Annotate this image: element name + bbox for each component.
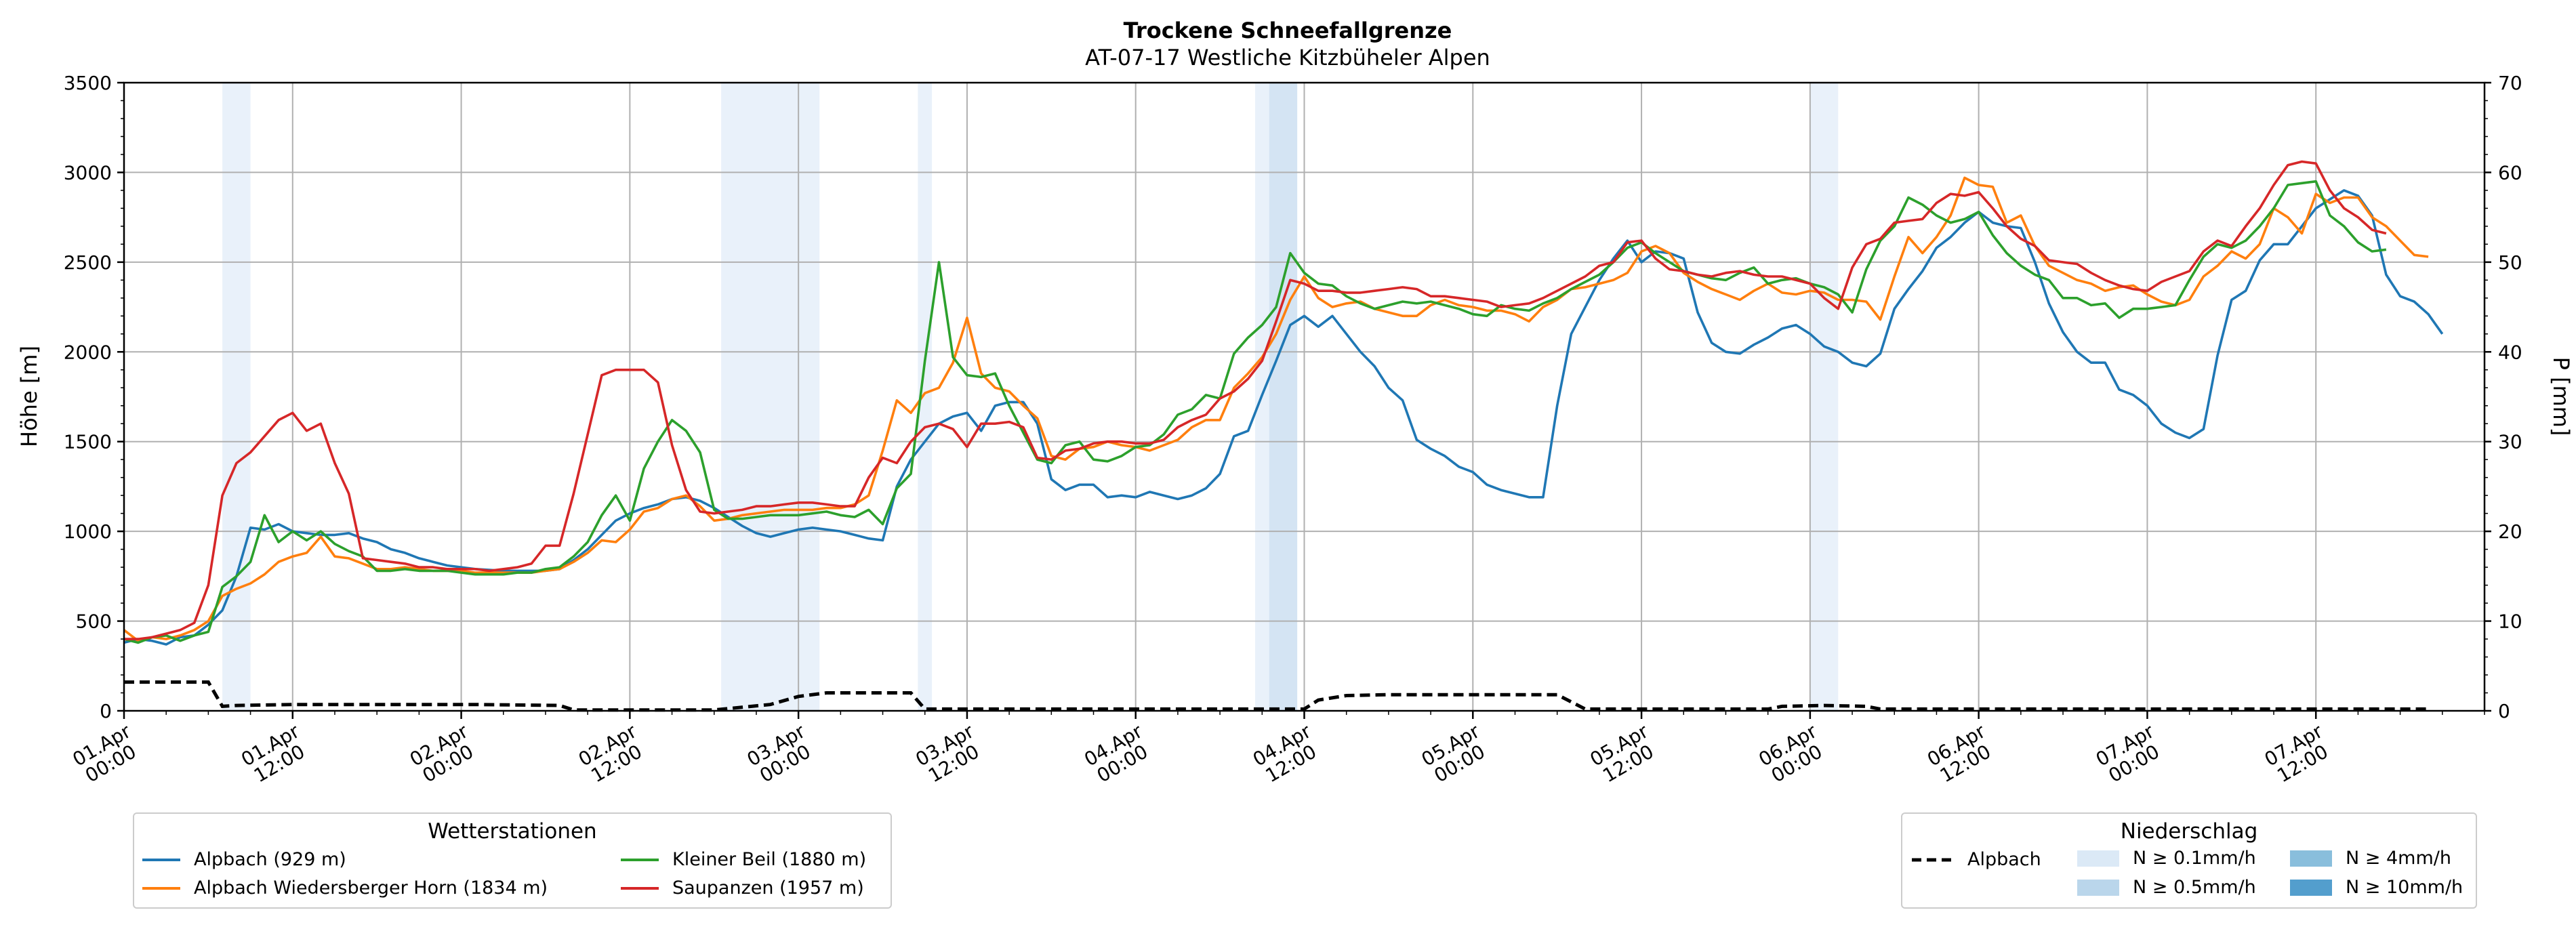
legend-label-precip-line: Alpbach [1967,849,2041,870]
x-tick-label: 04.Apr12:00 [1249,720,1325,788]
legend-label-wiedersberger-horn: Alpbach Wiedersberger Horn (1834 m) [194,878,548,899]
grid-lines [123,82,2485,711]
y2-tick-label: 50 [2498,251,2522,274]
precip-band [222,83,251,711]
x-tick-label: 01.Apr12:00 [237,720,313,788]
y2-tick-label: 60 [2498,161,2522,184]
x-tick-label: 07.Apr00:00 [2092,720,2168,788]
x-tick-label: 06.Apr12:00 [1923,720,1999,788]
legend-precip-title: Niederschlag [2120,819,2258,844]
precip-band [721,83,820,711]
x-tick-label: 02.Apr12:00 [575,720,651,788]
x-tick-label: 07.Apr12:00 [2261,720,2337,788]
chart-title: Trockene Schneefallgrenze [1124,18,1452,43]
legend-swatch-level-4 [2290,850,2332,867]
legend-swatch-level-05 [2077,879,2119,896]
x-tick-label: 04.Apr00:00 [1080,720,1156,788]
legend-item-precip-line: Alpbach [1910,849,2041,870]
legend-item-alpbach: Alpbach (929 m) [142,849,346,870]
y2-axis-label: P [mm] [2548,357,2574,436]
legend-swatch-saupanzen [621,886,659,890]
y-tick-label: 1000 [64,520,112,543]
series-line [124,160,2387,640]
legend-label-level-10: N ≥ 10mm/h [2346,877,2463,898]
y2-tick-label: 0 [2498,700,2510,722]
precip-line-group [124,680,2429,712]
legend-item-saupanzen: Saupanzen (1957 m) [621,878,864,899]
y-tick-label: 2000 [64,341,112,363]
legend-swatch-level-01 [2077,850,2119,867]
x-tick-label: 03.Apr12:00 [912,720,987,788]
legend-stations-title: Wetterstationen [428,819,597,844]
legend-item-level-4: N ≥ 4mm/h [2290,848,2451,869]
series-line [123,189,2444,646]
y-tick-label: 0 [100,700,112,722]
y2-tick-label: 10 [2498,611,2522,633]
legend-label-alpbach: Alpbach (929 m) [194,849,346,870]
x-tick-label: 05.Apr12:00 [1587,720,1662,788]
precip-bands [222,83,1839,711]
legend-label-level-01: N ≥ 0.1mm/h [2133,848,2256,869]
y2-tick-label: 20 [2498,520,2522,543]
legend-swatch-precip-line [1912,858,1954,861]
y2-tick-label: 70 [2498,72,2522,94]
legend-item-level-10: N ≥ 10mm/h [2290,877,2463,898]
station-lines [123,160,2444,646]
y-tick-label: 500 [76,611,112,633]
y2-tick-label: 30 [2498,431,2522,453]
precip-band [918,83,933,711]
chart-subtitle: AT-07-17 Westliche Kitzbüheler Alpen [1085,45,1490,70]
x-tick-label: 02.Apr00:00 [406,720,482,788]
legend-label-level-4: N ≥ 4mm/h [2346,848,2451,869]
legend-stations: Wetterstationen Alpbach (929 m) Kleiner … [133,812,892,909]
legend-label-saupanzen: Saupanzen (1957 m) [672,878,864,899]
legend-swatch-alpbach [142,858,180,861]
precip-line [124,680,2429,712]
legend-item-level-01: N ≥ 0.1mm/h [2077,848,2256,869]
legend-swatch-kleiner-beil [621,858,659,861]
y-tick-label: 3000 [64,161,112,184]
legend-precip: Niederschlag Alpbach N ≥ 0.1mm/h N ≥ 4mm… [1901,812,2477,909]
series-line [123,180,2387,644]
x-tick-label: 05.Apr00:00 [1418,720,1494,788]
legend-label-level-05: N ≥ 0.5mm/h [2133,877,2256,898]
y-axis-label: Höhe [m] [16,346,42,447]
precip-band [1810,83,1839,711]
legend-item-level-05: N ≥ 0.5mm/h [2077,877,2256,898]
y-tick-label: 3500 [64,72,112,94]
legend-item-wiedersberger-horn: Alpbach Wiedersberger Horn (1834 m) [142,878,548,899]
y-tick-label: 2500 [64,251,112,274]
legend-label-kleiner-beil: Kleiner Beil (1880 m) [672,849,867,870]
y-tick-label: 1500 [64,431,112,453]
x-tick-label: 03.Apr00:00 [743,720,819,788]
y2-tick-label: 40 [2498,341,2522,363]
legend-swatch-wiedersberger-horn [142,886,180,890]
x-tick-label: 01.Apr00:00 [68,720,144,788]
precip-band [1269,83,1298,711]
legend-item-kleiner-beil: Kleiner Beil (1880 m) [621,849,866,870]
x-tick-label: 06.Apr00:00 [1755,720,1831,788]
legend-swatch-level-10 [2290,879,2332,896]
